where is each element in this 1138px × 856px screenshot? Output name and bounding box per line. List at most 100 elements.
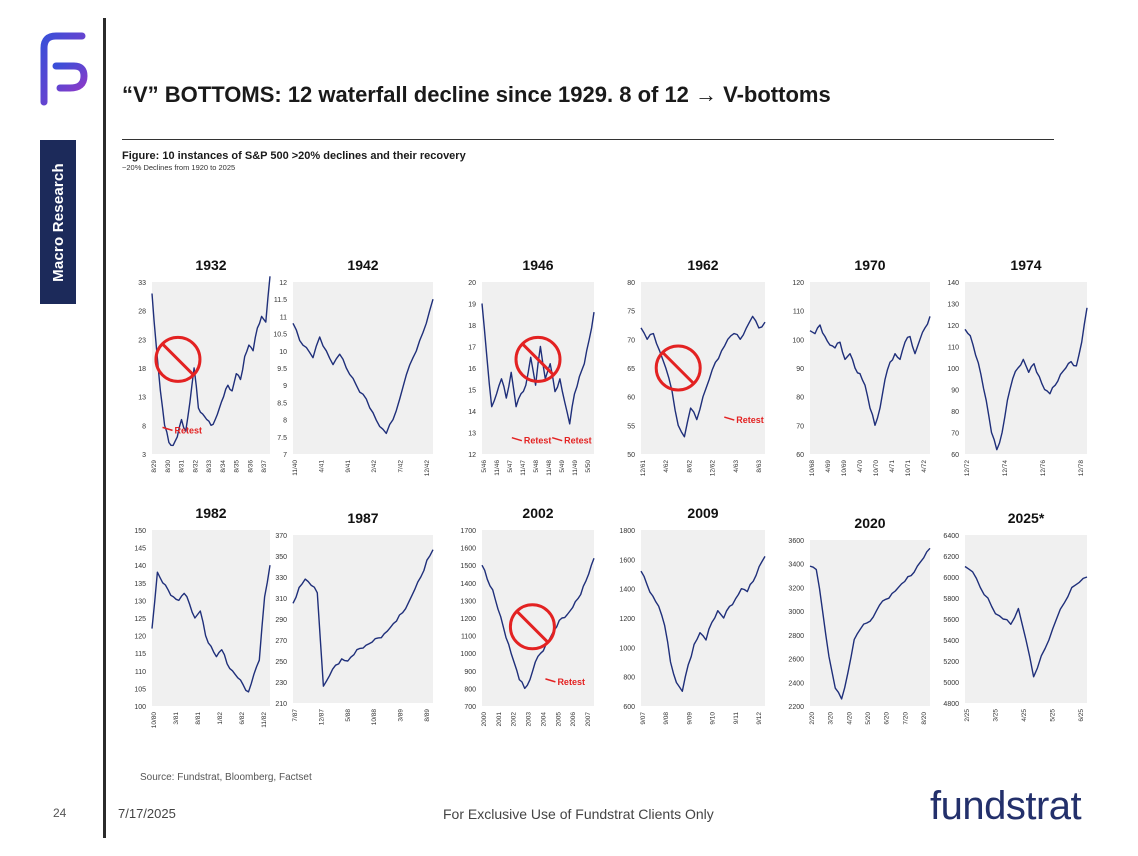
y-tick-label: 140 [947,280,959,287]
x-tick-label: 4/25 [1021,709,1028,722]
y-tick-label: 230 [275,680,287,687]
y-tick-label: 23 [138,337,146,344]
y-tick-label: 3 [142,452,146,459]
plot-area [293,535,433,703]
y-tick-label: 120 [792,280,804,287]
retest-arrow-icon [551,436,563,442]
chart-title: 1982 [195,505,226,521]
y-tick-label: 125 [134,616,146,623]
x-tick-label: 2000 [481,712,488,727]
figure-subtitle: ~20% Declines from 1920 to 2025 [122,163,236,172]
y-tick-label: 80 [951,409,959,416]
x-tick-label: 8/35 [234,460,241,473]
x-tick-label: 8/81 [195,712,202,725]
x-tick-label: 1/82 [217,712,224,725]
series-line [640,556,766,692]
no-sign-slash [516,610,549,643]
chart-panel-2020: 2020 2200 2400 2600 2800 3000 3200 3400 3600 2/20… [788,515,931,725]
x-tick-label: 11/49 [572,460,579,476]
y-tick-label: 110 [793,309,804,316]
y-tick-label: 100 [134,704,146,711]
y-tick-label: 9.5 [277,366,287,373]
x-tick-label: 4/63 [733,460,740,473]
source-note: Source: Fundstrat, Bloomberg, Factset [140,772,312,783]
x-tick-label: 8/34 [220,460,227,473]
x-tick-label: 3/89 [398,709,405,722]
x-tick-label: 2/25 [964,709,971,722]
disclaimer: For Exclusive Use of Fundstrat Clients O… [443,806,714,822]
y-tick-label: 55 [627,423,635,430]
y-tick-label: 310 [275,596,287,603]
x-tick-label: 6/25 [1078,709,1085,722]
y-tick-label: 140 [134,563,146,570]
x-tick-label: 2/42 [371,460,378,473]
x-tick-label: 4/41 [318,460,325,473]
x-tick-label: 11/46 [494,460,501,476]
y-tick-label: 1200 [619,616,635,623]
page-title: “V” BOTTOMS: 12 waterfall decline since … [122,82,831,107]
plot-area [152,530,270,706]
y-tick-label: 28 [138,309,146,316]
no-sign-icon [654,344,702,392]
y-tick-label: 1100 [461,634,476,641]
y-tick-label: 65 [627,366,635,373]
retest-arrow-icon [511,436,523,442]
x-tick-label: 4/62 [663,460,670,473]
y-tick-label: 8.5 [277,400,287,407]
y-tick-label: 1000 [460,651,476,658]
y-tick-label: 150 [134,528,146,535]
chart-title: 1932 [195,257,226,273]
x-tick-label: 12/76 [1040,460,1047,477]
y-tick-label: 60 [627,395,635,402]
series-line [964,307,1088,451]
x-tick-label: 4/20 [846,712,853,725]
y-tick-label: 70 [951,431,959,438]
y-tick-label: 1500 [460,563,476,570]
page-number: 24 [53,806,67,820]
y-tick-label: 18 [468,323,476,330]
x-tick-label: 2/20 [809,712,816,725]
y-tick-label: 11 [280,314,287,321]
chart-title: 2009 [687,505,718,521]
y-tick-label: 7.5 [277,435,287,442]
x-tick-label: 8/89 [424,709,431,722]
y-tick-label: 1600 [619,557,635,564]
y-tick-label: 800 [464,686,476,693]
y-tick-label: 3200 [788,585,804,592]
y-tick-label: 13 [138,395,146,402]
x-tick-label: 2005 [555,712,562,727]
chart-panel-2009: 2009 600 800 1000 1200 1400 1600 1800 9/07 9/08 9/… [619,505,766,725]
y-tick-label: 17 [468,345,476,352]
x-tick-label: 7/87 [292,709,299,722]
y-tick-label: 130 [947,302,959,309]
no-sign-icon [514,335,562,383]
x-tick-label: 10/80 [151,712,158,729]
y-tick-label: 900 [464,669,476,676]
chart-title: 2002 [522,505,553,521]
x-tick-label: 8/36 [247,460,254,473]
y-tick-label: 11.5 [274,297,287,304]
y-tick-label: 7 [283,452,287,459]
y-tick-label: 1300 [460,598,476,605]
x-tick-label: 12/78 [1078,460,1085,477]
y-tick-label: 5800 [943,596,959,603]
x-tick-label: 2002 [511,712,518,727]
y-tick-label: 50 [627,452,635,459]
chart-title: 1987 [347,510,378,526]
x-tick-label: 10/70 [873,460,880,477]
y-tick-label: 12 [468,452,476,459]
chart-panel-1970: 1970 60 70 80 90 100 110 120 10/68 4/69 10/69 4/70 1… [792,257,931,477]
no-sign-icon [154,335,202,383]
series-line [292,549,434,687]
no-sign-slash [662,351,695,385]
x-tick-label: 3/81 [173,712,180,725]
y-tick-label: 270 [275,638,287,645]
retest-label: Retest [524,436,552,446]
y-tick-label: 145 [134,546,146,553]
y-tick-label: 5200 [943,659,959,666]
vertical-divider [103,18,106,838]
y-tick-label: 350 [275,554,287,561]
y-tick-label: 700 [464,704,476,711]
series-line [481,557,595,690]
title-rule [122,139,1054,140]
